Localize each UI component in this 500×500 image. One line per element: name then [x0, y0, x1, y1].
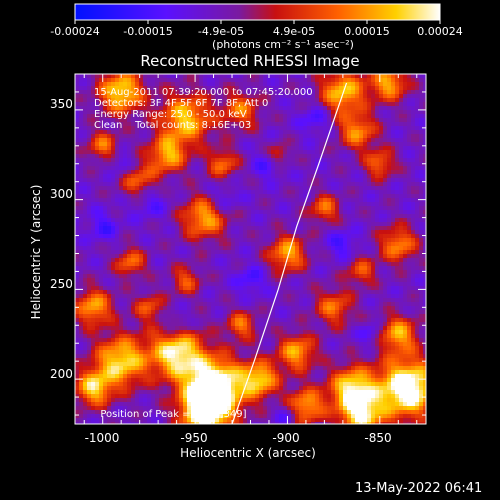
y-tick-label: 300: [50, 187, 73, 201]
colorbar-tick-label: -0.00024: [50, 25, 100, 38]
colorbar-tick-label: 4.9e-05: [272, 25, 316, 38]
colorbar: [74, 3, 441, 21]
x-tick-label: -850: [364, 431, 392, 445]
y-tick-label: 350: [50, 97, 73, 111]
y-tick-label: 250: [50, 277, 73, 291]
info-line-detectors: Detectors: 3F 4F 5F 6F 7F 8F, Att 0: [94, 98, 269, 109]
x-axis-title: Heliocentric X (arcsec): [180, 446, 316, 460]
info-line-counts: Clean Total counts: 8.16E+03: [94, 120, 252, 131]
plot-title: Reconstructed RHESSI Image: [140, 52, 360, 70]
x-tick-label: -900: [272, 431, 300, 445]
colorbar-tick-label: -4.9e-05: [197, 25, 245, 38]
heatmap-image: [75, 74, 426, 424]
colorbar-tick-label: 0.00015: [344, 25, 390, 38]
y-tick-label: 200: [50, 367, 73, 381]
solar-limb-line: [231, 82, 348, 424]
x-tick-label: -1000: [84, 431, 120, 445]
info-line-energy: Energy Range: 25.0 - 50.0 keV: [94, 109, 247, 120]
y-axis-title: Heliocentric Y (arcsec): [29, 184, 43, 320]
colorbar-tick-label: 0.00024: [417, 25, 463, 38]
colorbar-units: (photons cm⁻² s⁻¹ asec⁻²): [212, 38, 354, 51]
colorbar-ticks: [74, 20, 441, 24]
axis-ticks: [75, 73, 426, 424]
info-line-time: 15-Aug-2011 07:39:20.000 to 07:45:20.000: [94, 87, 313, 98]
peak-position-label: Position of Peak = [-873,349]: [100, 408, 247, 420]
date-stamp: 13-May-2022 06:41: [355, 481, 483, 496]
colorbar-tick-label: -0.00015: [123, 25, 173, 38]
x-tick-label: -950: [180, 431, 208, 445]
